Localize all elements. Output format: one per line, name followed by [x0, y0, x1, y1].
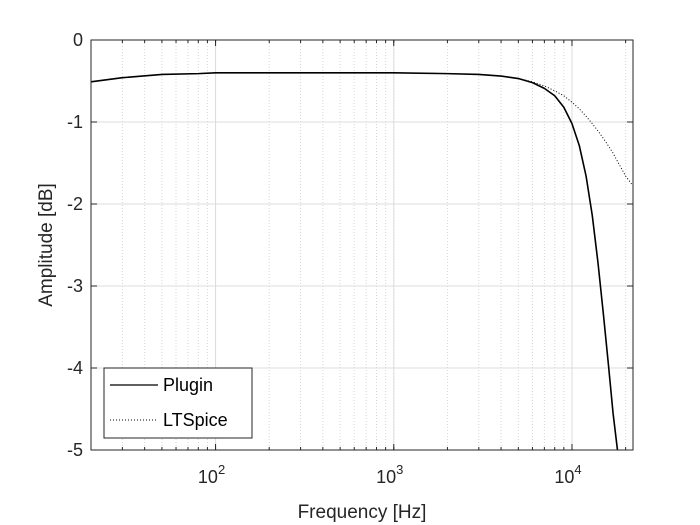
x-tick-label: 102	[198, 462, 225, 487]
legend-label-ltspice: LTSpice	[163, 410, 228, 430]
x-axis-label: Frequency [Hz]	[298, 502, 427, 523]
x-tick-label: 104	[554, 462, 581, 487]
ticks: 102 103 104 0 -1 -2 -3 -4 -5	[67, 30, 633, 487]
y-tick-label: -4	[67, 358, 83, 378]
legend: Plugin LTSpice	[103, 367, 253, 439]
y-tick-label: 0	[73, 30, 83, 50]
y-axis-label: Amplitude [dB]	[36, 183, 57, 307]
x-tick-label: 103	[376, 462, 403, 487]
grid	[90, 40, 633, 450]
series-line-plugin	[90, 72, 619, 451]
plot-frame	[90, 39, 634, 451]
y-tick-label: -3	[67, 276, 83, 296]
y-tick-label: -1	[67, 112, 83, 132]
legend-box	[103, 367, 253, 439]
legend-label-plugin: Plugin	[163, 375, 213, 395]
y-tick-label: -2	[67, 194, 83, 214]
y-tick-label: -5	[67, 440, 83, 460]
series-layer	[90, 72, 634, 451]
